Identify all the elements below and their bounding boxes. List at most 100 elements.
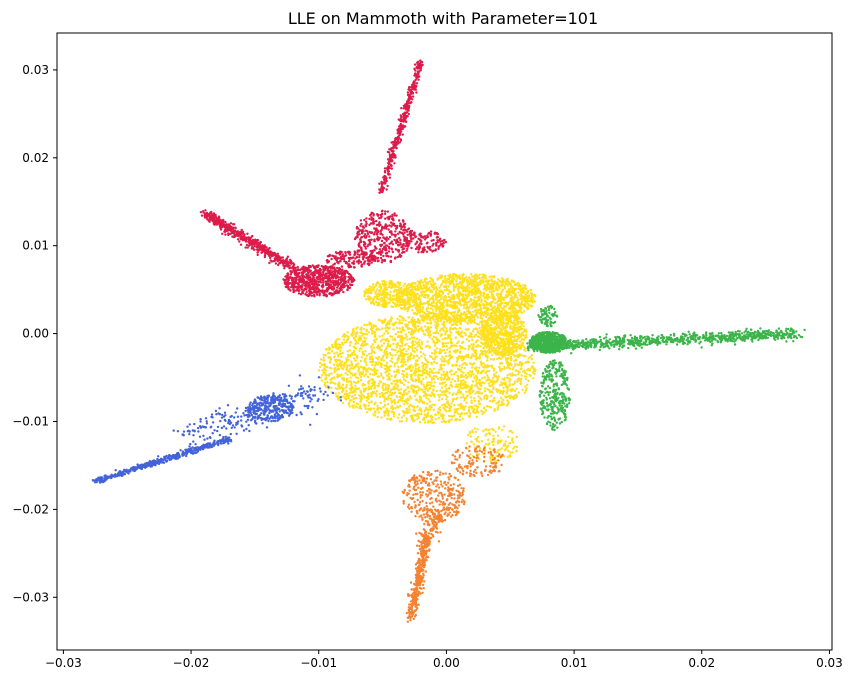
data-point — [488, 324, 491, 327]
data-point — [401, 351, 404, 355]
data-point — [328, 348, 331, 352]
data-point — [333, 377, 336, 380]
data-point — [499, 319, 502, 323]
data-point — [515, 287, 518, 291]
data-point — [445, 398, 448, 401]
data-point — [435, 298, 438, 301]
data-point — [487, 280, 490, 283]
data-point — [367, 401, 371, 404]
data-point — [397, 282, 400, 285]
data-point — [388, 323, 391, 326]
data-point — [411, 345, 414, 348]
data-point — [412, 354, 416, 358]
data-point — [388, 345, 392, 348]
data-point — [487, 429, 490, 432]
data-point — [458, 291, 461, 294]
data-point — [426, 294, 429, 297]
data-point — [442, 341, 445, 345]
data-point — [494, 309, 497, 312]
data-point — [515, 359, 518, 362]
data-point — [516, 353, 519, 357]
data-point — [453, 314, 456, 317]
data-point — [396, 400, 400, 404]
data-point — [397, 354, 401, 357]
data-point — [485, 374, 489, 377]
data-point — [380, 372, 383, 375]
data-point — [444, 394, 447, 397]
data-point — [490, 308, 494, 312]
data-point — [512, 441, 515, 444]
data-point — [319, 365, 322, 368]
data-point — [479, 293, 483, 297]
data-point — [409, 403, 412, 407]
data-point — [460, 355, 463, 359]
data-point — [352, 345, 355, 348]
data-point — [352, 332, 355, 335]
data-point — [387, 372, 391, 376]
data-point — [385, 410, 388, 413]
data-point — [410, 327, 413, 331]
data-point — [410, 373, 413, 377]
data-point — [471, 380, 475, 383]
data-point — [354, 359, 357, 362]
data-point — [435, 290, 438, 293]
data-point — [401, 342, 404, 345]
data-point — [392, 342, 395, 346]
data-point — [394, 348, 397, 352]
data-point — [462, 375, 466, 378]
data-point — [425, 383, 429, 386]
data-point — [484, 333, 487, 336]
data-point — [456, 287, 460, 290]
data-point — [420, 318, 424, 322]
data-point — [464, 333, 467, 337]
data-point — [493, 331, 496, 334]
data-point — [513, 380, 517, 383]
data-point — [462, 393, 465, 396]
data-point — [425, 387, 428, 390]
data-point — [414, 340, 417, 343]
data-point — [452, 289, 455, 292]
data-point — [506, 342, 510, 346]
data-point — [337, 343, 341, 346]
data-point — [434, 326, 437, 330]
data-point — [407, 390, 411, 393]
data-point — [402, 353, 405, 357]
data-point — [477, 381, 480, 384]
data-point — [430, 369, 433, 373]
data-point — [442, 406, 445, 410]
data-point — [480, 350, 483, 353]
data-point — [523, 305, 526, 308]
data-point — [376, 288, 379, 291]
data-point — [441, 279, 445, 282]
data-point — [426, 321, 429, 325]
data-point — [379, 380, 383, 383]
data-point — [456, 331, 459, 335]
data-point — [440, 282, 443, 286]
data-point — [493, 409, 496, 413]
data-point — [467, 434, 470, 437]
data-point — [460, 370, 463, 373]
data-point — [459, 390, 462, 394]
data-point — [484, 387, 487, 390]
data-point — [511, 383, 514, 386]
data-point — [451, 363, 455, 367]
data-point — [441, 292, 445, 295]
data-point — [345, 390, 348, 393]
data-point — [531, 300, 534, 304]
data-point — [477, 402, 481, 406]
data-point — [413, 389, 416, 392]
data-point — [457, 388, 460, 391]
data-point — [483, 307, 486, 310]
data-point — [448, 370, 451, 374]
data-point — [415, 398, 418, 401]
data-point — [509, 283, 512, 286]
data-point — [412, 379, 415, 383]
data-point — [475, 311, 479, 315]
data-point — [522, 370, 525, 373]
data-point — [486, 309, 490, 312]
data-point — [492, 287, 495, 290]
data-point — [359, 400, 362, 403]
data-point — [406, 300, 410, 303]
data-point — [465, 390, 468, 393]
data-point — [377, 356, 381, 359]
